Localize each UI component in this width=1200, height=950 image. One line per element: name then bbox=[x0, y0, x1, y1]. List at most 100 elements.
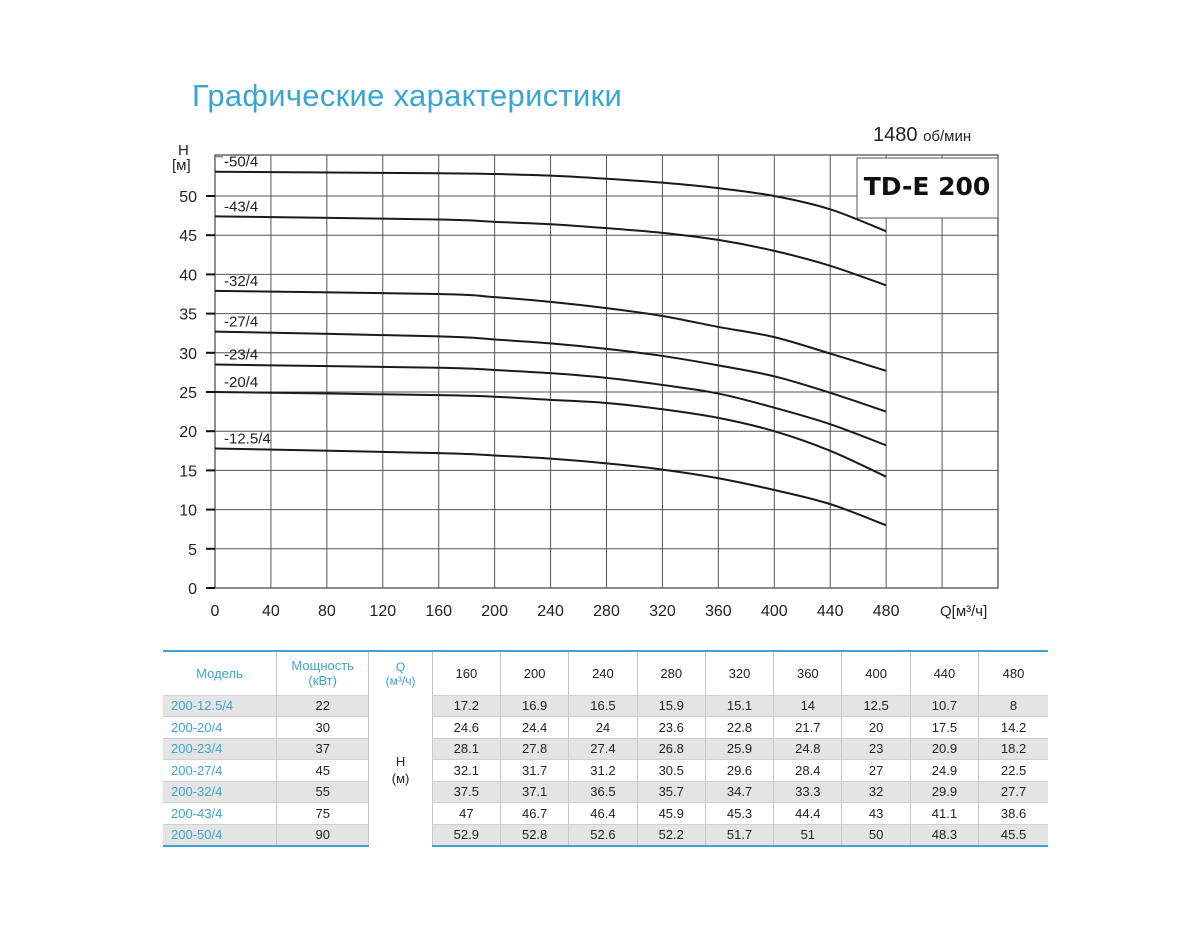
h-unit: (м) bbox=[391, 771, 410, 787]
cell-head-value: 24.9 bbox=[909, 759, 979, 781]
cell-head-value: 32 bbox=[841, 780, 911, 803]
chart-grid bbox=[214, 154, 999, 589]
cell-head-value: 51.7 bbox=[704, 823, 774, 847]
table-row: 200-23/4 37 28.1 27.8 27.4 26.8 25.9 24.8 23 20.9… bbox=[163, 737, 1048, 760]
header-q-value: 360 bbox=[773, 651, 842, 695]
header-q-value: 240 bbox=[568, 651, 638, 695]
header-q: Q (м³/ч) bbox=[368, 651, 433, 695]
header-power: Мощность (кВт) bbox=[275, 651, 369, 695]
cell-head-value: 15.9 bbox=[636, 694, 706, 717]
cell-head-value: 24 bbox=[568, 716, 638, 738]
cell-head-value: 23 bbox=[841, 737, 911, 760]
cell-power: 45 bbox=[275, 759, 369, 781]
cell-head-value: 10.7 bbox=[909, 694, 979, 717]
x-tick-label: 80 bbox=[318, 603, 336, 620]
cell-head-value: 31.7 bbox=[499, 759, 569, 781]
y-tick-label: 30 bbox=[179, 346, 197, 363]
y-tick-label: 20 bbox=[179, 424, 197, 441]
y-tick-label: 40 bbox=[179, 267, 197, 284]
header-q-value: 440 bbox=[909, 651, 979, 695]
cell-head-value: 22.8 bbox=[704, 716, 774, 738]
series-label: -50/4 bbox=[224, 154, 258, 171]
cell-head-value: 52.8 bbox=[499, 823, 569, 847]
h-label: H bbox=[395, 754, 406, 770]
series-line bbox=[214, 170, 887, 233]
cell-head-value: 33.3 bbox=[773, 780, 842, 803]
table-row: 200-43/4 75 47 46.7 46.4 45.9 45.3 44.4 43 41.1 38… bbox=[163, 802, 1048, 824]
series-line bbox=[214, 391, 887, 478]
y-tick-label: 45 bbox=[179, 228, 197, 245]
cell-head-value: 24.8 bbox=[773, 737, 842, 760]
cell-model: 200-27/4 bbox=[163, 759, 277, 781]
x-tick-label: 240 bbox=[537, 603, 564, 620]
x-tick-label: 440 bbox=[817, 603, 844, 620]
cell-head-value: 27.4 bbox=[568, 737, 638, 760]
header-q-value: 280 bbox=[636, 651, 706, 695]
chart-curves: -50/4 -43/4 -32/4 -27/4 -23/4 -20/4 -12.5/4 bbox=[214, 154, 887, 527]
cell-head-value: 25.9 bbox=[704, 737, 774, 760]
cell-power: 75 bbox=[275, 802, 369, 824]
cell-head-value: 20.9 bbox=[909, 737, 979, 760]
cell-head-value: 52.9 bbox=[431, 823, 501, 847]
cell-head-value: 52.2 bbox=[636, 823, 706, 847]
cell-head-value: 24.4 bbox=[499, 716, 569, 738]
cell-head-value: 43 bbox=[841, 802, 911, 824]
cell-head-value: 14.2 bbox=[978, 716, 1048, 738]
y-tick-label: 0 bbox=[188, 581, 197, 598]
cell-head-value: 28.4 bbox=[773, 759, 842, 781]
chart-ticks: 0 5 10 15 20 25 30 35 40 45 50 0 40 80 120 160 200 240 280… bbox=[179, 189, 899, 620]
y-tick-label: 50 bbox=[179, 189, 197, 206]
cell-head-value: 50 bbox=[841, 823, 911, 847]
header-q-value: 320 bbox=[704, 651, 774, 695]
cell-head-value: 41.1 bbox=[909, 802, 979, 824]
cell-head-value: 46.7 bbox=[499, 802, 569, 824]
cell-head-value: 20 bbox=[841, 716, 911, 738]
series-label: -12.5/4 bbox=[224, 430, 271, 447]
header-power-unit: (кВт) bbox=[308, 673, 337, 689]
cell-power: 37 bbox=[275, 737, 369, 760]
y-tick-label: 25 bbox=[179, 385, 197, 402]
page-title: Графические характеристики bbox=[192, 78, 623, 113]
cell-head-value: 29.6 bbox=[704, 759, 774, 781]
cell-head-value: 45.5 bbox=[978, 823, 1048, 847]
cell-head-value: 28.1 bbox=[431, 737, 501, 760]
cell-head-value: 27.7 bbox=[978, 780, 1048, 803]
cell-head-value: 44.4 bbox=[773, 802, 842, 824]
header-power-title: Мощность bbox=[291, 658, 354, 674]
series-line bbox=[214, 363, 887, 447]
y-axis-label-h: H bbox=[178, 142, 189, 159]
series-line bbox=[214, 447, 887, 527]
x-tick-label: 200 bbox=[481, 603, 508, 620]
cell-head-value: 47 bbox=[431, 802, 501, 824]
cell-head-value: 26.8 bbox=[636, 737, 706, 760]
cell-model: 200-43/4 bbox=[163, 802, 277, 824]
speed-label: 1480 об/мин bbox=[873, 124, 971, 146]
series-line bbox=[214, 330, 887, 413]
cell-head-value: 37.5 bbox=[431, 780, 501, 803]
cell-head-value: 36.5 bbox=[568, 780, 638, 803]
x-tick-label: 160 bbox=[425, 603, 452, 620]
cell-model: 200-50/4 bbox=[163, 823, 277, 847]
cell-head-value: 30.5 bbox=[636, 759, 706, 781]
table-row: 200-50/4 90 52.9 52.8 52.6 52.2 51.7 51 50 48.3 45… bbox=[163, 823, 1048, 847]
cell-head-value: 32.1 bbox=[431, 759, 501, 781]
cell-head-value: 27.8 bbox=[499, 737, 569, 760]
table-row: 200-12.5/4 22 H (м) 17.2 16.9 16.5 15.9 15.1 14 12… bbox=[163, 694, 1048, 846]
series-label: -43/4 bbox=[224, 198, 258, 215]
cell-head-value: 29.9 bbox=[909, 780, 979, 803]
cell-model: 200-32/4 bbox=[163, 780, 277, 803]
x-tick-label: 320 bbox=[649, 603, 676, 620]
cell-head-value: 16.9 bbox=[499, 694, 569, 717]
cell-head-value: 8 bbox=[978, 694, 1048, 717]
cell-head-value: 37.1 bbox=[499, 780, 569, 803]
cell-head-value: 35.7 bbox=[636, 780, 706, 803]
header-model: Модель bbox=[196, 665, 243, 681]
cell-model: 200-12.5/4 bbox=[163, 694, 277, 717]
series-line bbox=[214, 215, 887, 287]
cell-head-value: 27 bbox=[841, 759, 911, 781]
cell-head-value: 15.1 bbox=[704, 694, 774, 717]
header-q-value: 400 bbox=[841, 651, 911, 695]
performance-table: Модель Мощность (кВт) Q (м³/ч) 160 200 240 28… bbox=[163, 650, 1048, 847]
cell-h-unit: H (м) bbox=[368, 695, 433, 846]
series-label: -23/4 bbox=[224, 347, 258, 364]
